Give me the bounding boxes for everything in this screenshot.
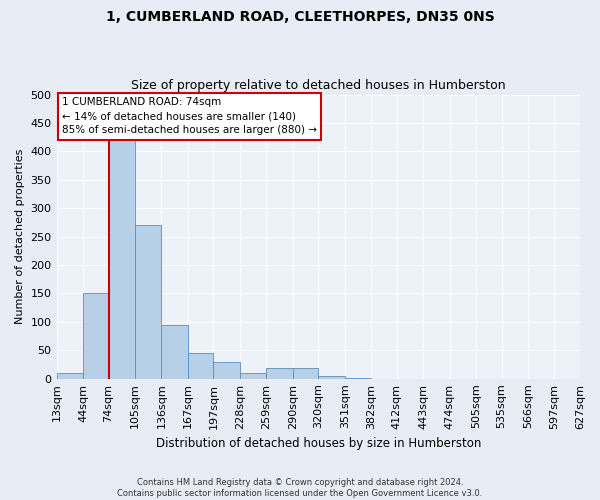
Bar: [56, 373, 83, 378]
Bar: [214, 362, 240, 378]
Bar: [188, 353, 214, 378]
Bar: [240, 373, 266, 378]
Bar: [318, 376, 344, 378]
Title: Size of property relative to detached houses in Humberston: Size of property relative to detached ho…: [131, 79, 506, 92]
Y-axis label: Number of detached properties: Number of detached properties: [15, 149, 25, 324]
Text: 1, CUMBERLAND ROAD, CLEETHORPES, DN35 0NS: 1, CUMBERLAND ROAD, CLEETHORPES, DN35 0N…: [106, 10, 494, 24]
Bar: [266, 368, 293, 378]
Bar: [293, 368, 318, 378]
Bar: [109, 123, 135, 378]
Bar: [161, 324, 188, 378]
Text: Contains HM Land Registry data © Crown copyright and database right 2024.
Contai: Contains HM Land Registry data © Crown c…: [118, 478, 482, 498]
Text: 1 CUMBERLAND ROAD: 74sqm
← 14% of detached houses are smaller (140)
85% of semi-: 1 CUMBERLAND ROAD: 74sqm ← 14% of detach…: [62, 98, 317, 136]
Bar: [135, 226, 161, 378]
X-axis label: Distribution of detached houses by size in Humberston: Distribution of detached houses by size …: [155, 437, 481, 450]
Bar: [83, 294, 109, 378]
